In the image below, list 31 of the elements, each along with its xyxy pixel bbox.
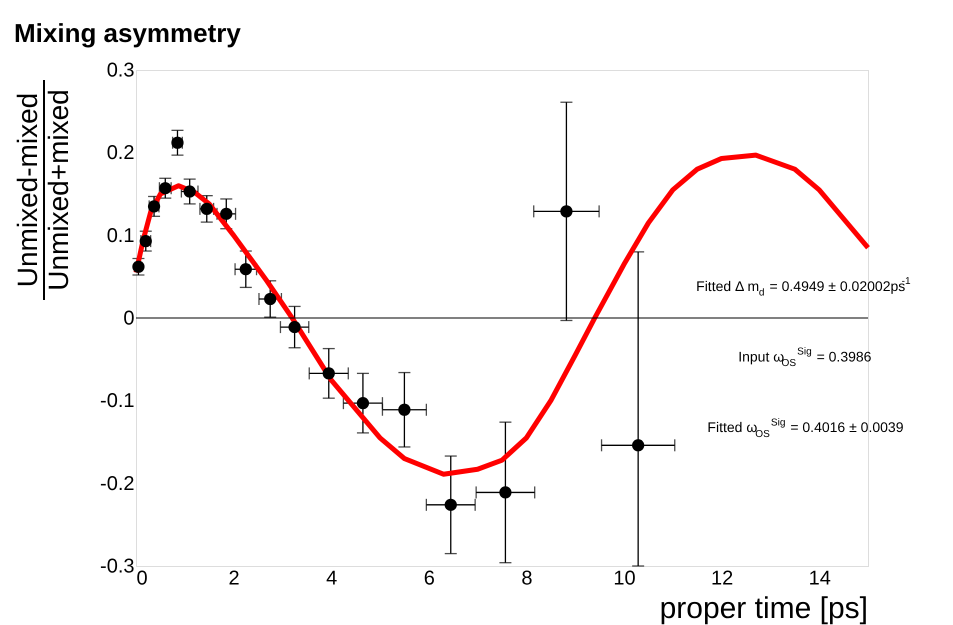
y-tick-label: 0.2 (106, 142, 134, 164)
point (444, 498, 457, 511)
point (499, 486, 512, 499)
x-tick-label: 2 (228, 568, 240, 590)
point (240, 263, 252, 276)
y-tick-label: 0.1 (106, 224, 134, 247)
y-tick-label: -0.2 (100, 472, 134, 495)
x-tick-label: 4 (326, 568, 338, 590)
y-tick-label: -0.1 (100, 390, 134, 412)
point (220, 208, 232, 220)
point (184, 185, 196, 198)
x-tick-label: 10 (613, 568, 636, 590)
chart-title: Mixing asymmetry (14, 18, 242, 48)
point (288, 320, 301, 334)
x-tick-label: 6 (424, 568, 435, 590)
x-tick-label: 14 (808, 568, 831, 590)
point (560, 205, 573, 218)
point (132, 260, 145, 273)
point (632, 439, 644, 452)
y-tick-label: 0 (123, 308, 134, 330)
y-tick-label: -0.3 (100, 556, 134, 578)
x-axis-title: proper time [ps] (660, 592, 868, 625)
point (356, 397, 370, 410)
x-tick-label: 8 (521, 568, 532, 590)
point (398, 404, 411, 416)
point (264, 292, 276, 306)
x-tick-label: 12 (710, 568, 734, 590)
y-tick-label: 0.3 (106, 60, 134, 82)
y-axis-title: Unmixed-mixed Unmixed+mixed (12, 89, 74, 291)
point (322, 367, 335, 380)
x-tick-label: 0 (136, 568, 148, 590)
